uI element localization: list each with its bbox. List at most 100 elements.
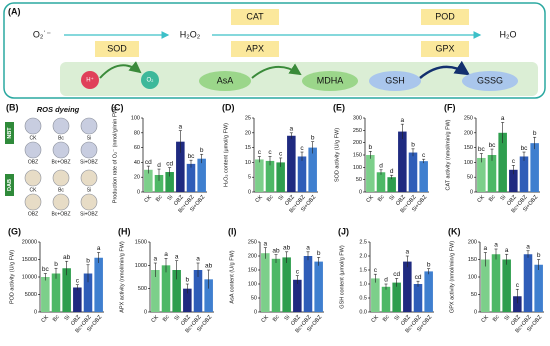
significance-letter: bc — [521, 145, 529, 152]
y-tick-label: 1000 — [135, 263, 147, 269]
metabolite — [302, 71, 358, 91]
sample-label: Si — [87, 187, 91, 193]
diagram-node: POD — [435, 11, 455, 21]
bar — [265, 160, 275, 192]
bar — [186, 163, 196, 192]
significance-letter: a — [505, 247, 509, 254]
y-tick-label: 60 — [134, 145, 140, 151]
significance-letter: c — [258, 149, 262, 156]
bar — [303, 256, 313, 312]
significance-letter: ab — [63, 254, 71, 261]
bar — [41, 277, 50, 312]
leaf-disc — [80, 193, 98, 211]
significance-letter: c — [516, 282, 520, 289]
x-tick-label: Si — [394, 314, 402, 322]
significance-letter: a — [264, 240, 268, 247]
significance-letter: b — [86, 257, 90, 264]
y-tick-label: 200 — [353, 140, 362, 146]
enzyme-box — [95, 41, 139, 57]
diagram-node: GSSG — [477, 75, 503, 85]
bar — [502, 259, 511, 312]
sample-label: CK — [30, 135, 38, 141]
y-tick-label: 150 — [353, 152, 362, 158]
y-tick-label: 15000 — [22, 257, 37, 263]
bar — [287, 135, 296, 192]
panel-b-title: ROS dyeing — [37, 105, 80, 114]
x-tick-label: Bc — [488, 194, 497, 203]
significance-letter: c — [300, 145, 304, 152]
x-tick-label: Si — [504, 314, 512, 322]
bar — [161, 265, 171, 312]
chart-title: (E) — [333, 102, 345, 112]
significance-letter: a — [164, 251, 168, 258]
significance-letter: cd — [415, 274, 422, 281]
significance-letter: cd — [166, 160, 173, 167]
bar — [477, 157, 486, 192]
y-tick-label: 0 — [470, 189, 473, 195]
significance-letter: b — [369, 144, 373, 151]
y-tick-label: 1500 — [135, 239, 147, 245]
diagram-node: SOD — [107, 43, 127, 53]
leaf-disc — [80, 141, 98, 159]
y-axis-label: APX activity (nmol/min/g FW) — [119, 241, 125, 313]
y-tick-label: 100 — [131, 115, 140, 121]
sample-label: OBZ — [28, 211, 38, 217]
significance-letter: bc — [42, 266, 50, 273]
significance-letter: d — [379, 163, 383, 170]
bar — [487, 155, 497, 192]
bar — [403, 261, 412, 312]
sample-label: Si+OBZ — [80, 159, 98, 165]
metabolite — [369, 71, 421, 91]
significance-letter: c — [374, 267, 378, 274]
chart-title: (I) — [228, 226, 237, 236]
enzyme-box — [231, 41, 279, 57]
y-tick-label: 100 — [464, 160, 473, 166]
y-tick-label: 20000 — [22, 239, 37, 245]
sample-label: CK — [30, 187, 38, 193]
y-tick-label: 2.0 — [359, 253, 367, 259]
x-tick-label: Si — [500, 194, 508, 202]
sample-label: Bc — [58, 187, 64, 193]
significance-letter: ab — [283, 245, 291, 252]
y-tick-label: 2.5 — [359, 239, 367, 245]
x-tick-label: Bc — [155, 194, 164, 203]
bar — [51, 273, 61, 312]
bar — [293, 279, 302, 312]
x-tick-label: Si — [174, 314, 182, 322]
bar — [204, 279, 213, 312]
bar — [314, 261, 323, 312]
stain-tag — [5, 174, 14, 196]
significance-letter: a — [306, 245, 310, 252]
significance-letter: b — [311, 134, 315, 141]
significance-letter: a — [501, 115, 505, 122]
y-tick-label: 10 — [245, 160, 251, 166]
x-tick-label: CK — [476, 194, 486, 204]
sample-label: Bc+OBZ — [51, 211, 70, 217]
y-axis-label: GPX activity (nmol/min/g FW) — [449, 241, 455, 313]
significance-letter: bc — [489, 142, 497, 149]
bar — [398, 131, 407, 192]
bar — [271, 258, 281, 312]
x-tick-label: Bc — [52, 314, 61, 323]
y-tick-label: 0 — [137, 189, 140, 195]
diagram-node: CAT — [246, 11, 264, 21]
significance-letter: bc — [188, 153, 196, 160]
bar — [381, 286, 391, 312]
diagram-node: AsA — [217, 75, 234, 85]
y-tick-label: 300 — [353, 115, 362, 121]
bar — [534, 264, 543, 312]
y-tick-label: 50 — [251, 295, 257, 301]
significance-letter: b — [186, 277, 190, 284]
x-tick-label: CK — [40, 314, 50, 324]
bar — [509, 169, 518, 192]
significance-letter: a — [526, 243, 530, 250]
significance-letter: d — [157, 162, 161, 169]
sample-label: Bc — [58, 135, 64, 141]
leaf-disc — [52, 141, 70, 159]
y-tick-label: 0 — [254, 309, 257, 315]
y-tick-label: 500 — [138, 286, 147, 292]
y-tick-label: 0 — [474, 309, 477, 315]
x-tick-label: CK — [150, 314, 160, 324]
y-tick-label: 50 — [356, 177, 362, 183]
panel-a-bg — [60, 62, 538, 96]
